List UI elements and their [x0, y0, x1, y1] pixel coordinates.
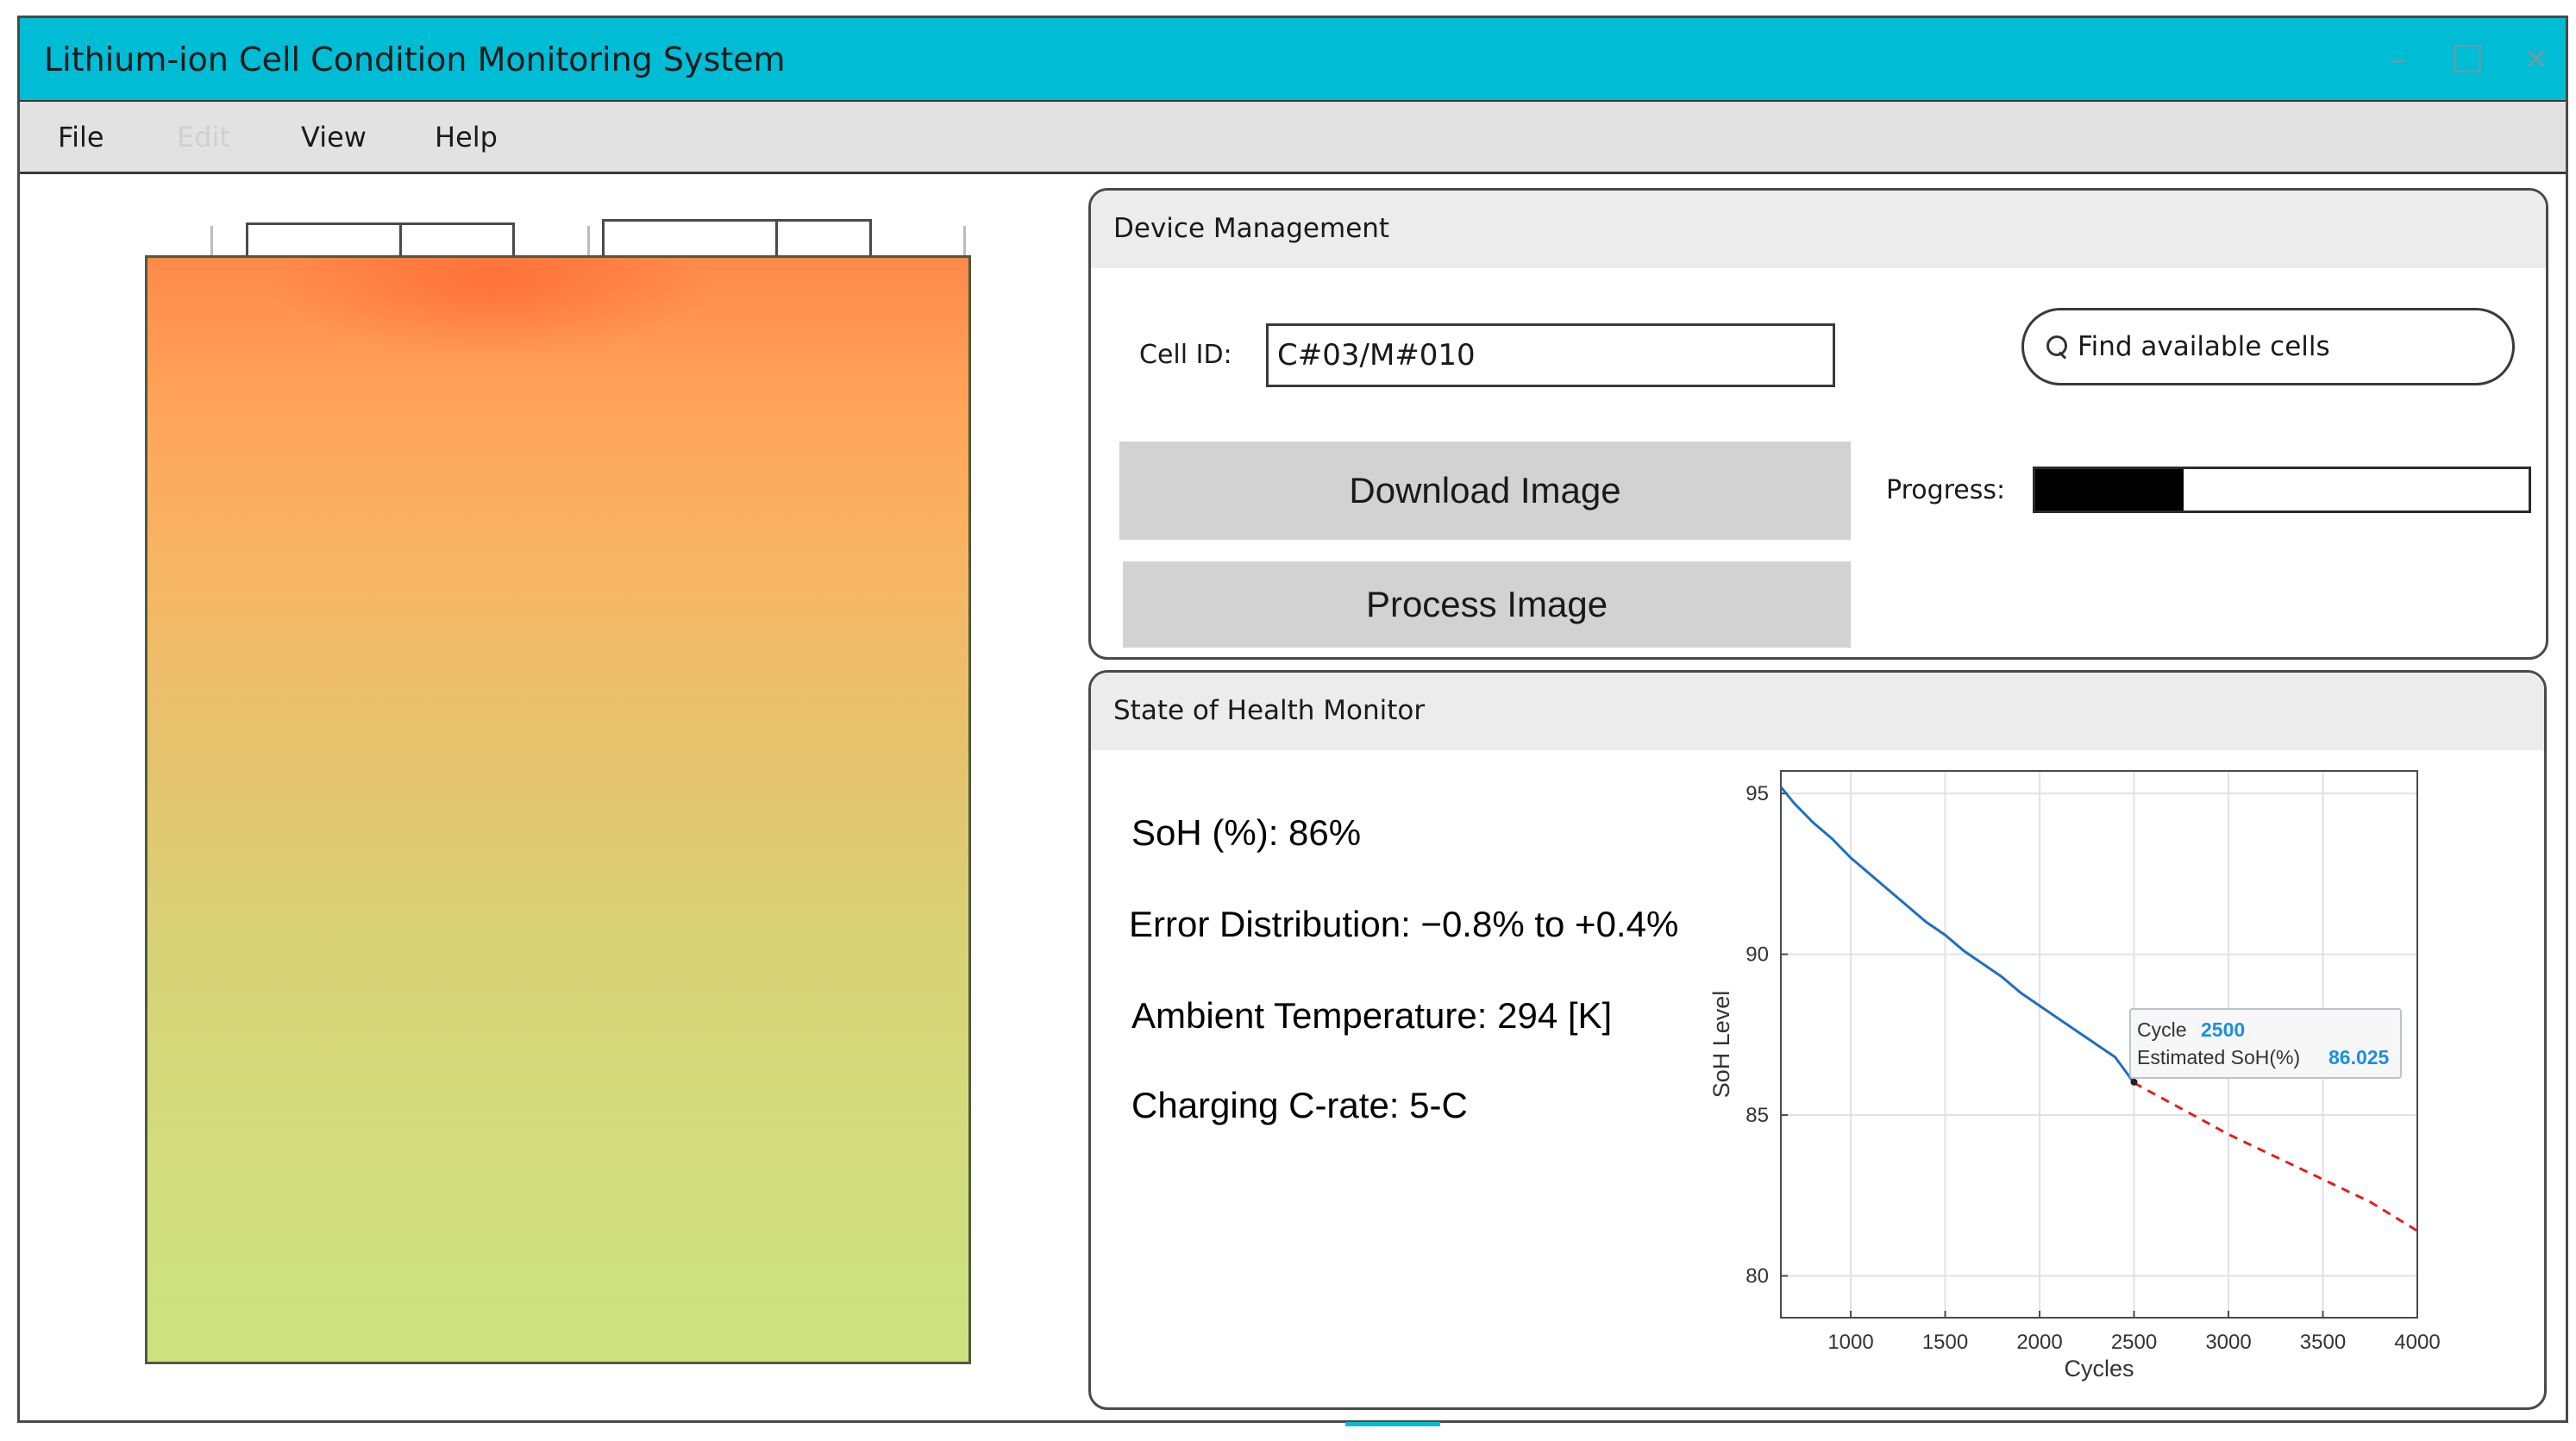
window-title: Lithium-ion Cell Condition Monitoring Sy…	[44, 41, 786, 78]
minimize-button[interactable]: –	[2390, 40, 2407, 79]
datatip-marker	[2130, 1078, 2138, 1086]
datatip-y-label: Estimated SoH(%)	[2137, 1046, 2300, 1068]
find-available-cells-button[interactable]: Find available cells	[2021, 308, 2515, 385]
ambient-temperature: Ambient Temperature: 294 [K]	[1131, 995, 1613, 1036]
close-button[interactable]: ✕	[2523, 41, 2550, 78]
find-button-label: Find available cells	[2078, 331, 2330, 362]
measured-line	[1779, 786, 2135, 1084]
menu-bar: File Edit View Help	[20, 102, 2566, 174]
taskbar-accent	[1345, 1422, 1440, 1426]
menu-file[interactable]: File	[58, 121, 104, 153]
datatip-x-value: 2500	[2201, 1018, 2245, 1041]
cell-id-input[interactable]	[1266, 323, 1835, 387]
x-tick-label: 3000	[2205, 1331, 2251, 1354]
progress-bar	[2033, 467, 2531, 513]
x-tick-label: 1500	[1922, 1331, 1968, 1354]
error-distribution: Error Distribution: −0.8% to +0.4%	[1129, 904, 1679, 944]
soh-chart: 1000 1500 2000 2500 3000 3500 4000 80 85 90 95 Cycl…	[1697, 750, 2473, 1388]
y-tick-label: 95	[1746, 782, 1769, 805]
x-tick-label: 3500	[2300, 1331, 2346, 1354]
search-icon	[2046, 335, 2069, 358]
download-image-button[interactable]: Download Image	[1119, 442, 1851, 540]
datatip-box	[2129, 1008, 2402, 1079]
cell-edge-marker	[963, 226, 966, 255]
y-tick-label: 90	[1746, 943, 1769, 967]
plot-border	[1780, 770, 2418, 1319]
device-management-panel: Device Management Cell ID: Find availabl…	[1088, 188, 2548, 660]
soh-chart-svg: 1000 1500 2000 2500 3000 3500 4000 80 85 90 95 Cycl…	[1708, 770, 2441, 1381]
x-tick-label: 2000	[2016, 1331, 2062, 1354]
cell-terminal-left	[246, 222, 515, 257]
title-bar: Lithium-ion Cell Condition Monitoring Sy…	[20, 18, 2566, 102]
cell-id-label: Cell ID:	[1139, 340, 1232, 370]
y-tick-label: 85	[1746, 1104, 1769, 1127]
cell-edge-marker	[210, 226, 213, 255]
progress-fill	[2035, 469, 2184, 511]
soh-value: SoH (%): 86%	[1131, 812, 1362, 853]
panel-title: State of Health Monitor	[1113, 695, 1426, 726]
menu-view[interactable]: View	[301, 121, 367, 153]
panel-header: Device Management	[1091, 191, 2546, 268]
panel-header: State of Health Monitor	[1091, 673, 2544, 750]
process-image-button[interactable]: Process Image	[1123, 561, 1851, 648]
x-tick-label: 2500	[2111, 1331, 2157, 1354]
panel-title: Device Management	[1113, 213, 1390, 244]
forecast-line	[2133, 1081, 2418, 1232]
progress-label: Progress:	[1886, 475, 2006, 505]
charging-c-rate: Charging C-rate: 5-C	[1131, 1085, 1468, 1125]
thermal-heatmap-image	[145, 255, 971, 1364]
cell-edge-marker	[587, 226, 590, 255]
x-axis-label: Cycles	[2064, 1356, 2134, 1381]
x-tick-label: 1000	[1827, 1331, 1873, 1354]
cell-terminal-right	[602, 219, 872, 257]
menu-edit: Edit	[177, 121, 230, 153]
menu-help[interactable]: Help	[435, 121, 498, 153]
x-tick-label: 4000	[2394, 1331, 2440, 1354]
y-axis-label: SoH Level	[1708, 991, 1734, 1099]
maximize-button[interactable]: ☐	[2450, 37, 2485, 82]
datatip-x-label: Cycle	[2137, 1018, 2187, 1041]
datatip-y-value: 86.025	[2328, 1046, 2390, 1068]
y-tick-label: 80	[1746, 1265, 1769, 1288]
